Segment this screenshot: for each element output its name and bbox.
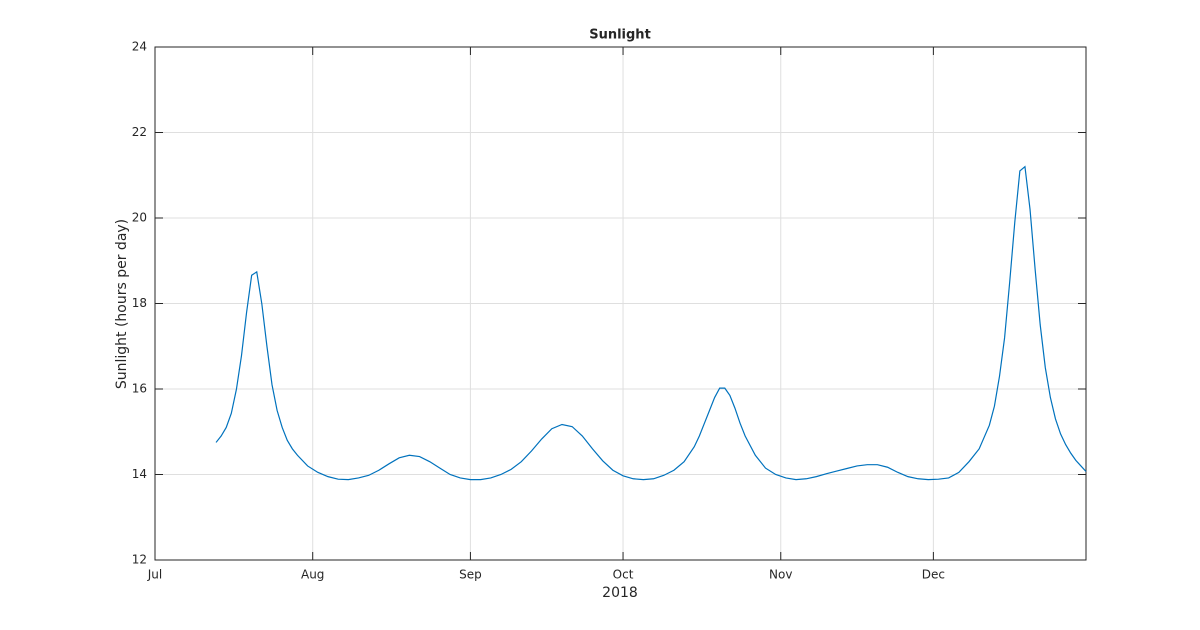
x-tick-label: Aug	[301, 568, 324, 582]
x-axis-label: 2018	[602, 585, 638, 601]
x-tick-label: Jul	[147, 568, 162, 582]
x-tick-label: Nov	[769, 568, 792, 582]
y-tick-label: 14	[132, 467, 147, 481]
y-tick-label: 22	[132, 125, 147, 139]
y-tick-label: 12	[132, 553, 147, 567]
data-line	[215, 165, 1087, 481]
y-tick-label: 24	[132, 40, 147, 54]
chart-title: Sunlight	[589, 28, 651, 43]
x-tick-label: Dec	[922, 568, 945, 582]
y-tick-label: 20	[132, 211, 147, 225]
y-axis-label: Sunlight (hours per day)	[114, 219, 130, 389]
axes-box	[154, 46, 1087, 561]
x-tick-label: Oct	[613, 568, 634, 582]
y-tick-label: 18	[132, 296, 147, 310]
x-tick-label: Sep	[459, 568, 482, 582]
y-tick-label: 16	[132, 382, 147, 396]
